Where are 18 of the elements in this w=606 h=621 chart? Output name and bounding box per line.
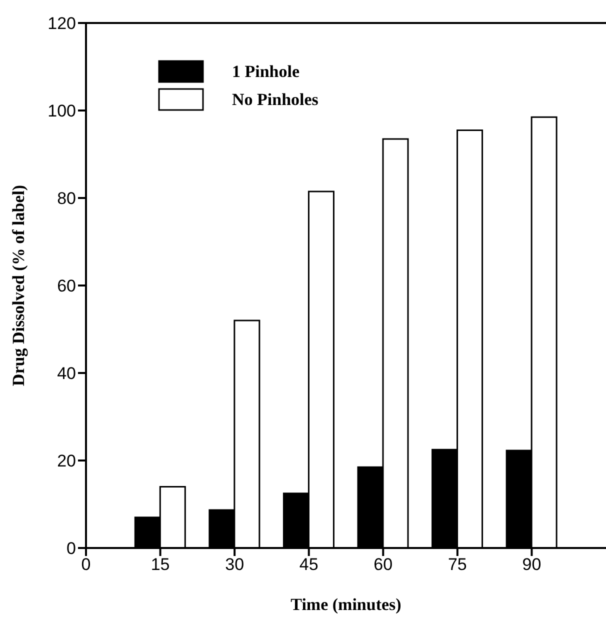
x-axis-title: Time (minutes): [290, 595, 402, 614]
y-tick-label: 80: [57, 189, 76, 208]
y-tick-label: 0: [66, 539, 76, 558]
y-tick-label: 120: [48, 14, 76, 34]
x-tick-label: 90: [522, 555, 542, 574]
legend-label: 1 Pinhole: [232, 62, 300, 82]
x-tick-label: 45: [299, 555, 318, 574]
x-tick-label: 0: [81, 555, 91, 574]
legend-label: No Pinholes: [232, 90, 318, 110]
x-tick-label: 75: [448, 555, 467, 574]
y-tick-label: 20: [57, 452, 76, 471]
x-tick-label: 30: [225, 555, 244, 574]
y-tick-label: 60: [57, 276, 76, 296]
y-tick-label: 100: [48, 102, 76, 121]
y-axis-title: Drug Dissolved (% of label): [9, 184, 28, 386]
x-tick-label: 15: [150, 555, 170, 574]
y-tick-label: 40: [57, 364, 76, 384]
x-tick-label: 60: [374, 555, 393, 574]
